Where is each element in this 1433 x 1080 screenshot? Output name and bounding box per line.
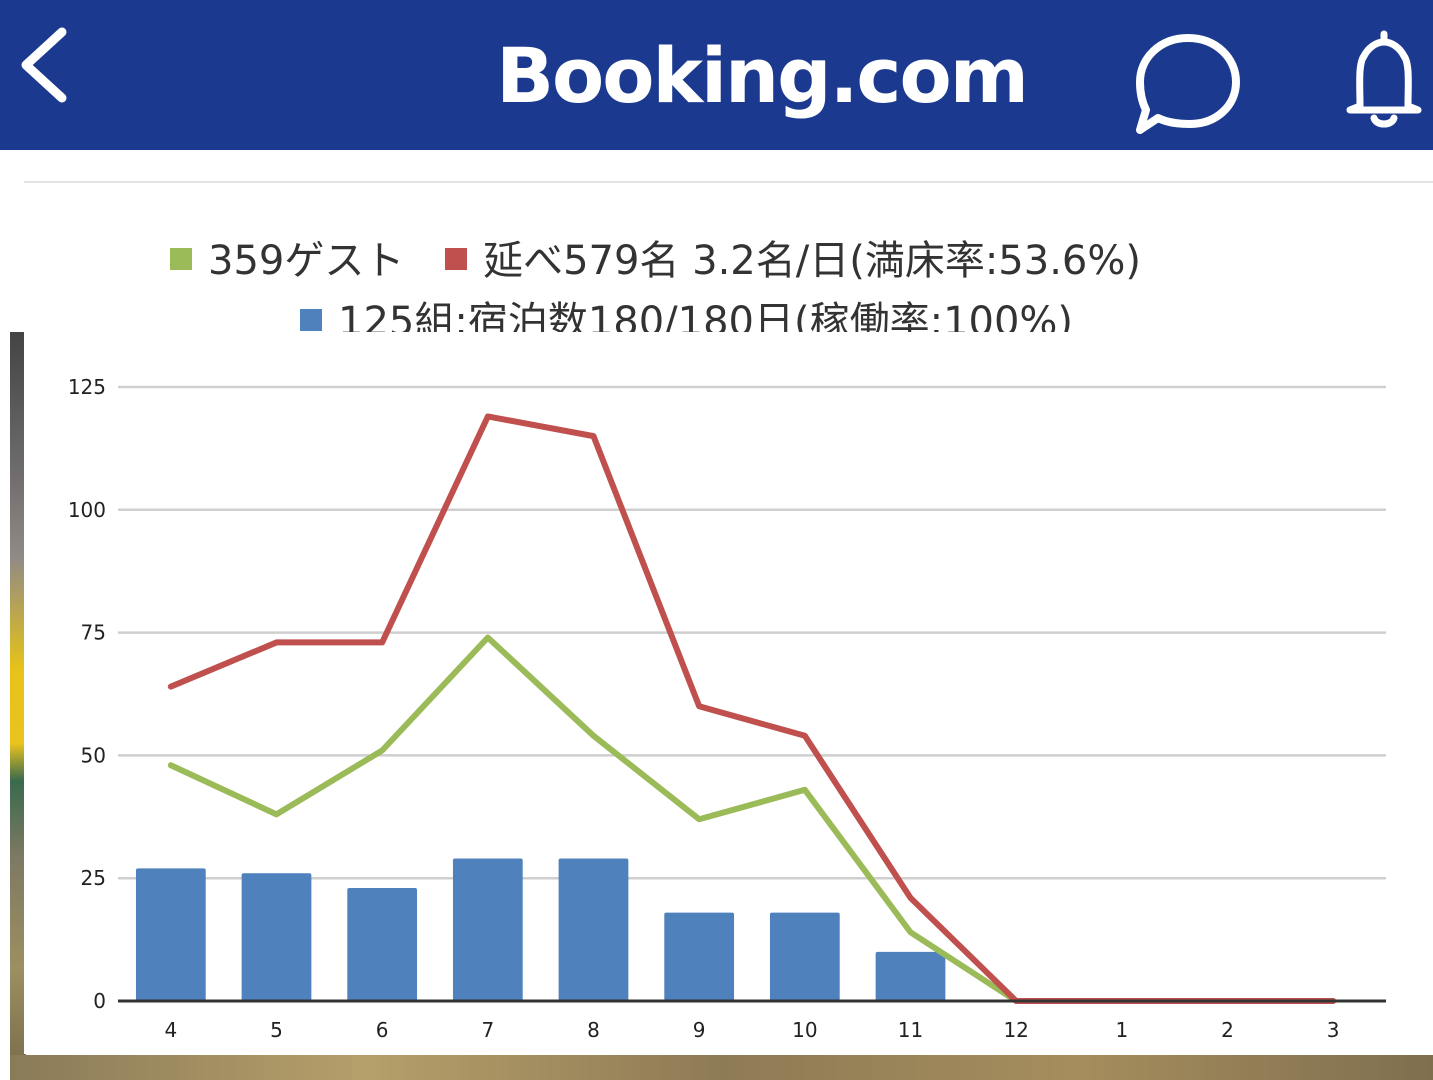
legend-swatch-persons xyxy=(445,248,468,270)
x-tick-label: 12 xyxy=(1003,1018,1028,1042)
legend-item-guests: 359ゲスト xyxy=(170,228,404,286)
bar xyxy=(135,868,206,1001)
x-tick-label: 10 xyxy=(792,1018,817,1042)
legend-swatch-groups xyxy=(300,309,322,331)
bar xyxy=(875,951,946,1001)
x-tick-label: 9 xyxy=(693,1018,706,1042)
legend-swatch-guests xyxy=(170,248,192,270)
y-tick-label: 125 xyxy=(68,375,106,399)
y-tick-label: 25 xyxy=(81,866,106,890)
chat-button[interactable] xyxy=(1132,30,1244,138)
notifications-button[interactable] xyxy=(1338,26,1430,134)
x-tick-label: 2 xyxy=(1221,1018,1234,1042)
bar xyxy=(452,858,523,1001)
legend-label-persons: 延べ579名 3.2名/日(満床率:53.6%) xyxy=(483,238,1141,284)
bar xyxy=(558,858,629,1001)
bar xyxy=(347,888,418,1001)
background-photo-bottom xyxy=(10,1055,1433,1080)
x-tick-label: 4 xyxy=(164,1018,177,1042)
x-tick-label: 6 xyxy=(376,1018,389,1042)
chart-card: 0 25 50 75 100 125 4 5 6 7 8 9 10 11 12 1 2 3 xyxy=(24,332,1433,1054)
x-tick-label: 11 xyxy=(898,1018,923,1042)
x-tick-label: 5 xyxy=(270,1018,283,1042)
background-photo-strip xyxy=(10,332,26,1080)
y-tick-label: 100 xyxy=(68,498,106,522)
brand-logo[interactable]: Booking.com xyxy=(496,31,1029,120)
legend-item-persons: 延べ579名 3.2名/日(満床率:53.6%) xyxy=(445,228,1141,286)
chevron-left-icon xyxy=(21,27,67,103)
y-tick-label: 50 xyxy=(81,743,106,767)
bar xyxy=(664,912,735,1001)
chat-bubble-icon xyxy=(1136,34,1240,134)
series-line xyxy=(167,413,1337,1004)
bar xyxy=(769,912,840,1001)
y-tick-label: 75 xyxy=(81,621,106,645)
bar xyxy=(241,873,312,1001)
x-tick-label: 1 xyxy=(1115,1018,1128,1042)
x-tick-label: 3 xyxy=(1327,1018,1340,1042)
legend-label-guests: 359ゲスト xyxy=(208,238,405,284)
legend-row-1: 359ゲスト 延べ579名 3.2名/日(満床率:53.6%) xyxy=(0,228,1433,286)
y-tick-label: 0 xyxy=(93,989,106,1013)
series-line xyxy=(167,634,1337,1004)
top-bar: Booking.com xyxy=(0,0,1433,150)
divider xyxy=(24,181,1433,183)
x-tick-label: 7 xyxy=(481,1018,494,1042)
back-button[interactable] xyxy=(10,20,80,110)
bell-icon xyxy=(1346,30,1422,128)
x-tick-label: 8 xyxy=(587,1018,600,1042)
